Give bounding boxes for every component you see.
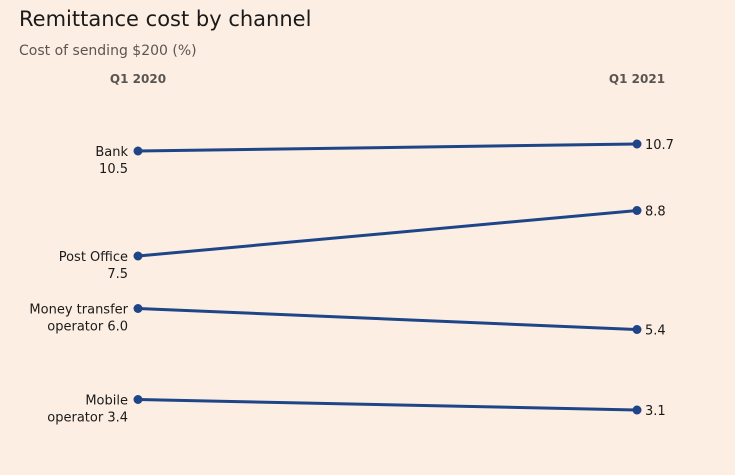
- series-line-post-office: [137, 209, 638, 258]
- chart-title: Remittance cost by channel: [19, 7, 312, 31]
- start-label-money-transfer-operator-line-2: operator 6.0: [47, 320, 128, 335]
- end-point-money-transfer-operator: [632, 325, 642, 334]
- start-label-bank-line-2: 10.5: [99, 162, 128, 177]
- start-label-money-transfer-operator-line-1: Money transfer: [29, 303, 128, 318]
- end-label-bank: 10.7: [645, 138, 674, 153]
- series-line-mobile-operator: [137, 398, 638, 412]
- series-line-money-transfer-operator: [137, 307, 638, 331]
- end-label-post-office: 8.8: [645, 205, 666, 220]
- end-point-bank: [632, 139, 642, 149]
- start-point-bank: [133, 146, 143, 156]
- start-point-money-transfer-operator: [133, 304, 143, 313]
- series-line-bank: [137, 142, 638, 153]
- start-label-bank-line-1: Bank: [95, 145, 128, 160]
- period-label-start: Q1 2020: [110, 72, 166, 86]
- chart-subtitle: Cost of sending $200 (%): [19, 43, 197, 59]
- end-point-post-office: [632, 206, 642, 215]
- start-point-mobile-operator: [133, 395, 143, 404]
- start-label-mobile-operator-line-1: Mobile: [85, 394, 128, 409]
- end-label-money-transfer-operator: 5.4: [645, 324, 666, 339]
- end-label-mobile-operator: 3.1: [645, 404, 666, 419]
- start-point-post-office: [133, 251, 143, 261]
- start-label-mobile-operator-line-2: operator 3.4: [47, 411, 128, 426]
- start-label-post-office-line-2: 7.5: [107, 267, 128, 282]
- period-label-end: Q1 2021: [609, 72, 665, 86]
- end-point-mobile-operator: [632, 405, 642, 415]
- start-label-post-office-line-1: Post Office: [59, 250, 128, 265]
